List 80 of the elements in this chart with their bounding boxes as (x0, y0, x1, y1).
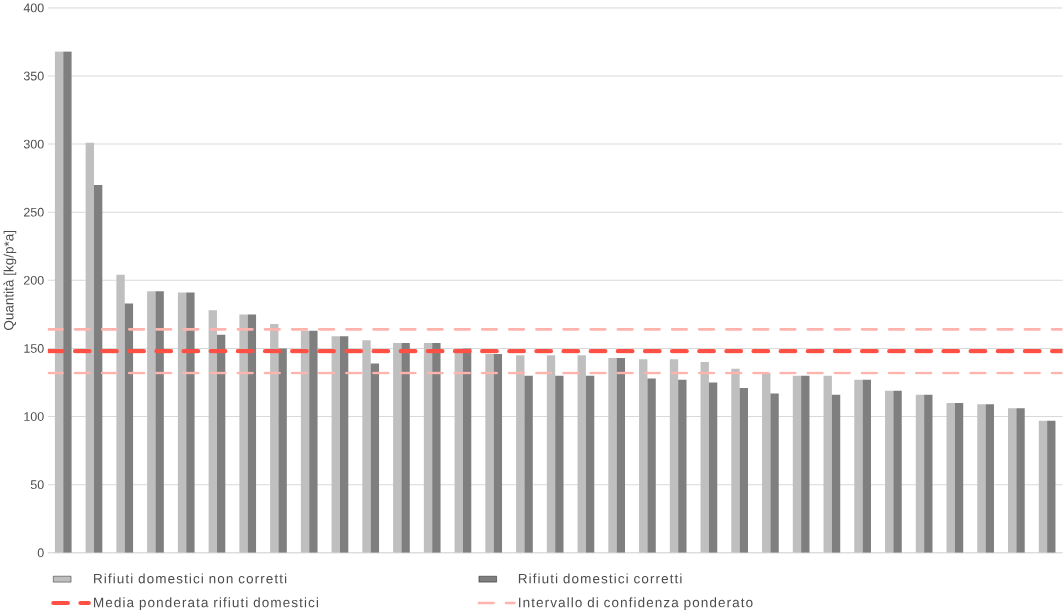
legend-label: Rifiuti domestici corretti (518, 573, 682, 584)
bar (423, 343, 433, 553)
bar (186, 292, 195, 553)
bar (485, 353, 494, 553)
bar (977, 404, 986, 553)
bar (862, 379, 871, 553)
bar (124, 303, 134, 553)
bar (669, 359, 679, 553)
bar (946, 402, 955, 553)
bar (647, 378, 656, 553)
y-tick-label: 400 (23, 3, 44, 13)
bar (915, 394, 925, 553)
bar (239, 314, 248, 553)
bar (608, 358, 617, 553)
legend-label: Media ponderata rifiuti domestici (94, 597, 318, 611)
bar (924, 394, 933, 553)
bar (954, 402, 964, 553)
bar (801, 375, 810, 553)
bar (339, 336, 349, 553)
bar (116, 274, 125, 553)
bar (585, 375, 595, 553)
y-tick-label: 150 (24, 344, 44, 353)
y-tick-label: 100 (24, 412, 44, 422)
y-tick-label: 0 (37, 548, 44, 558)
bar (85, 142, 94, 553)
bar (1008, 408, 1017, 553)
bar (854, 379, 863, 553)
legend-label: Intervallo di confidenza ponderato (519, 597, 753, 611)
y-tick-label: 250 (23, 207, 44, 217)
bar (762, 373, 771, 553)
bar (678, 379, 687, 553)
bar (770, 393, 779, 553)
bar (462, 348, 472, 553)
y-tick-label: 200 (23, 275, 44, 285)
bar (493, 353, 503, 553)
bar (700, 362, 709, 553)
bar (93, 185, 103, 553)
bar (555, 375, 564, 553)
bar (362, 340, 371, 553)
bar (432, 343, 441, 553)
bar (454, 348, 463, 553)
bar (270, 323, 279, 553)
bar (247, 314, 257, 553)
bar (393, 343, 402, 553)
y-tick-label: 350 (23, 71, 44, 81)
bar (739, 388, 748, 553)
y-tick-label: 300 (23, 139, 44, 149)
bar (370, 363, 380, 553)
bar (401, 343, 410, 553)
bar (309, 330, 318, 553)
bar (331, 336, 340, 553)
bar (155, 291, 164, 553)
bar (278, 348, 287, 553)
bar (216, 334, 226, 553)
bar (147, 291, 156, 553)
bar (885, 390, 894, 553)
bar (831, 394, 841, 553)
bar (524, 375, 533, 553)
bar (1047, 420, 1056, 553)
bar (54, 51, 64, 553)
bar (708, 382, 718, 553)
bar (985, 404, 994, 553)
bar (577, 355, 586, 553)
bar (639, 359, 648, 553)
bar (731, 368, 740, 553)
bar (177, 292, 187, 553)
bar (893, 390, 902, 553)
y-axis-title: Quantità [kg/p*a] (3, 231, 17, 331)
bar (300, 330, 310, 553)
bar (1038, 420, 1048, 553)
bar (546, 355, 556, 553)
bar (1016, 408, 1025, 553)
bar (516, 355, 525, 553)
bar (823, 375, 832, 553)
bar (792, 375, 802, 553)
bar (208, 310, 217, 553)
legend-label: Rifiuti domestici non corretti (94, 573, 287, 584)
bar (616, 358, 626, 553)
y-tick-label: 50 (30, 480, 44, 490)
bar (63, 51, 72, 553)
